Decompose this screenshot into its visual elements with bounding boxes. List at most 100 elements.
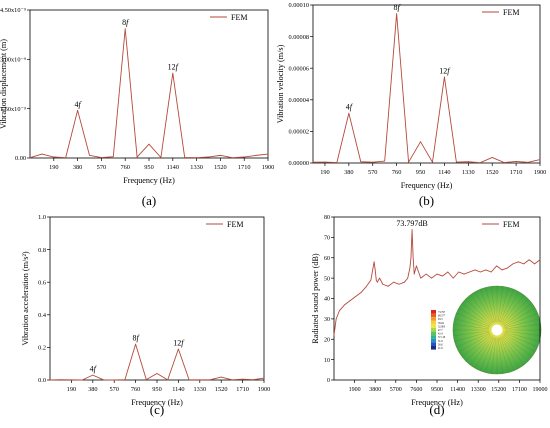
data-point (413, 273, 415, 275)
data-point (252, 379, 254, 381)
data-point (339, 310, 340, 312)
legend-label: FEM (503, 220, 519, 229)
contour-spoke (503, 303, 533, 326)
data-point (372, 267, 374, 269)
y-tick-label: 30 (324, 317, 330, 323)
x-tick-label: 1140 (167, 164, 179, 171)
contour-spoke (503, 333, 536, 353)
peak-annotation: 8f (394, 3, 402, 12)
inset-contour-plot: 73.79768.57763.358.0452.80347.742.437.11… (431, 285, 542, 375)
data-point (393, 281, 395, 283)
contour-spoke (501, 336, 524, 366)
chart-panel-3: 190 380 570 760 950 1140 1330 1520 1710 1900 0.0 0.… (21, 214, 270, 417)
x-tick-label: 570 (97, 164, 106, 171)
x-tick-label: 1900 (262, 164, 275, 171)
contour-spoke (474, 336, 494, 369)
data-point (92, 374, 94, 376)
data-point (60, 379, 62, 381)
peak-annotation: 4f (90, 365, 98, 374)
data-point (231, 379, 233, 381)
data-point (444, 76, 445, 78)
data-point (479, 162, 481, 164)
contour-spoke (458, 333, 491, 353)
contour-spoke (504, 332, 538, 347)
x-tick-label: 11400 (450, 387, 465, 393)
y-tick-label: 50 (324, 276, 330, 282)
contour-spoke (499, 289, 514, 323)
data-point (517, 261, 519, 263)
data-point (373, 261, 375, 263)
y-axis-label: Vibration velocity (m/s) (276, 44, 285, 123)
y-tick-label: 20 (324, 337, 330, 343)
data-point (534, 263, 535, 265)
data-point (411, 229, 413, 231)
data-point (404, 281, 405, 283)
data-point (407, 277, 409, 279)
inset-colorbar-cell (431, 338, 436, 343)
data-point (398, 283, 400, 285)
data-point (196, 157, 198, 159)
inset-colorbar-cell (431, 320, 436, 325)
x-tick-label: 570 (109, 386, 118, 393)
data-point (148, 143, 150, 145)
data-point (324, 161, 326, 163)
contour-spoke (504, 318, 540, 329)
contour-spoke (465, 298, 492, 325)
data-point (512, 263, 514, 265)
data-point (167, 379, 169, 381)
data-point (523, 263, 525, 265)
data-point (408, 161, 409, 163)
contour-spoke (504, 313, 538, 328)
data-point (210, 379, 211, 381)
data-point (29, 157, 31, 159)
contour-spoke (474, 291, 494, 324)
x-tick-label: 19000 (533, 387, 548, 393)
contour-spoke (461, 334, 491, 357)
inset-colorbar-label: 58.04 (438, 322, 445, 325)
data-point (416, 265, 417, 267)
data-point (463, 273, 465, 275)
data-point (199, 379, 201, 381)
data-point (360, 291, 362, 293)
y-tick-label: 70 (324, 236, 330, 242)
x-tick-label: 760 (131, 386, 140, 393)
inset-colorbar-label: 31.9 (438, 340, 443, 343)
peak-annotation: 12f (168, 63, 180, 72)
data-point (112, 156, 114, 158)
x-tick-label: 570 (368, 169, 377, 176)
inset-colorbar-cell (431, 324, 436, 328)
chart-panel-2: 190 380 570 760 950 1140 1330 1520 1710 1900 0.000… (276, 2, 546, 208)
inset-colorbar-label: 37.118 (438, 336, 446, 339)
peak-annotation: 4f (74, 100, 82, 109)
contour-spoke (498, 337, 509, 373)
data-point (458, 271, 460, 273)
data-point (436, 273, 438, 275)
contour-spoke (491, 286, 497, 323)
inset-colorbar-label: 63.3 (438, 318, 443, 321)
data-point (172, 72, 174, 74)
contour-spoke (502, 298, 529, 325)
y-tick-label: 0.00008 (289, 34, 309, 41)
x-axis-label: Frequency (Hz) (401, 181, 453, 190)
data-point (474, 269, 476, 271)
data-point (41, 153, 43, 155)
x-tick-label: 380 (73, 164, 82, 171)
x-tick-label: 1520 (486, 169, 499, 176)
x-tick-label: 1710 (238, 164, 251, 171)
panel-label: (b) (419, 193, 434, 208)
y-tick-label: 10 (324, 358, 330, 364)
series-line-fem (49, 343, 265, 381)
data-point (71, 379, 72, 381)
y-tick-label: 0.00004 (289, 97, 310, 104)
inset-colorbar-label: 73.797 (438, 311, 446, 314)
data-point (81, 379, 83, 381)
data-point (515, 161, 517, 162)
data-point (333, 334, 335, 336)
y-tick-label: 0.4 (38, 312, 47, 319)
data-point (384, 160, 386, 162)
x-tick-label: 7600 (410, 387, 422, 393)
contour-spoke (454, 331, 490, 342)
x-tick-label: 190 (320, 169, 329, 176)
data-point (231, 157, 233, 159)
x-tick-label: 17100 (512, 387, 527, 393)
